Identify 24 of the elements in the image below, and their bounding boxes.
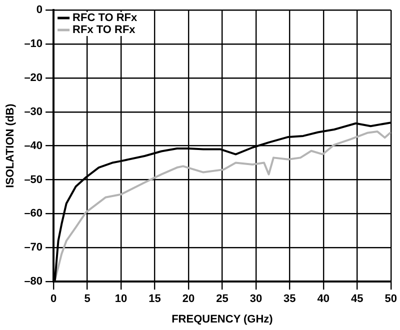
x-tick-label: 35: [284, 293, 296, 306]
x-tick-label: 5: [84, 293, 90, 306]
x-tick-label: 25: [216, 293, 228, 306]
x-tick-label: 45: [351, 293, 364, 306]
x-tick-label: 0: [50, 293, 57, 306]
y-tick-label: –70: [24, 242, 43, 254]
x-tick-label: 30: [250, 293, 262, 306]
x-axis-title: FREQUENCY (GHz): [172, 313, 274, 326]
x-tick-label: 50: [384, 293, 398, 306]
x-tick-label: 40: [317, 293, 330, 306]
y-tick-label: –10: [24, 38, 43, 50]
y-tick-label: –80: [24, 276, 43, 288]
y-tick-label: –40: [24, 140, 43, 152]
legend-label: RFC TO RFx: [72, 12, 138, 24]
y-tick-label: –20: [24, 72, 43, 84]
y-axis-title: ISOLATION (dB): [4, 103, 17, 188]
x-tick-label: 10: [114, 293, 128, 306]
x-tick-label: 15: [148, 293, 161, 306]
y-tick-label: 0: [36, 4, 43, 16]
y-tick-label: –50: [24, 174, 43, 186]
x-tick-label: 20: [182, 293, 195, 306]
y-tick-label: –30: [24, 106, 43, 118]
legend-label: RFx TO RFx: [72, 24, 136, 36]
y-tick-label: –60: [24, 208, 43, 220]
